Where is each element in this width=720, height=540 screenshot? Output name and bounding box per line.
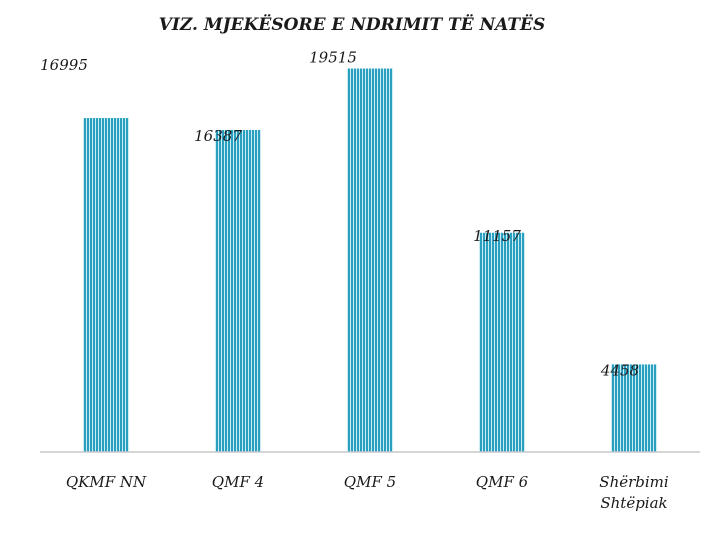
x-tick-label-3: QMF 6 xyxy=(476,473,529,491)
bars-group xyxy=(83,68,657,453)
data-label-3: 11157 xyxy=(473,227,521,245)
x-tick-label-4: Shërbimi Shtëpiak xyxy=(599,473,669,512)
bar-3 xyxy=(479,232,525,452)
bar-1 xyxy=(215,129,261,452)
bar-2 xyxy=(347,68,393,453)
data-label-1: 16387 xyxy=(194,127,242,145)
data-label-0: 16995 xyxy=(40,56,88,74)
chart-title: VIZ. MJEKËSORE E NDRIMIT TË NATËS xyxy=(159,14,546,35)
x-tick-label-0: QKMF NN xyxy=(66,473,147,491)
x-tick-label-2: QMF 5 xyxy=(344,473,396,491)
labels-group: 16995 QKMF NN 16387 QMF 4 19515 QMF 5 11157 QMF… xyxy=(40,49,669,512)
data-label-4: 4458 xyxy=(600,361,639,379)
x-tick-label-1: QMF 4 xyxy=(212,473,264,491)
bar-0 xyxy=(83,118,129,452)
data-label-2: 19515 xyxy=(309,49,357,67)
bar-4 xyxy=(611,364,657,452)
